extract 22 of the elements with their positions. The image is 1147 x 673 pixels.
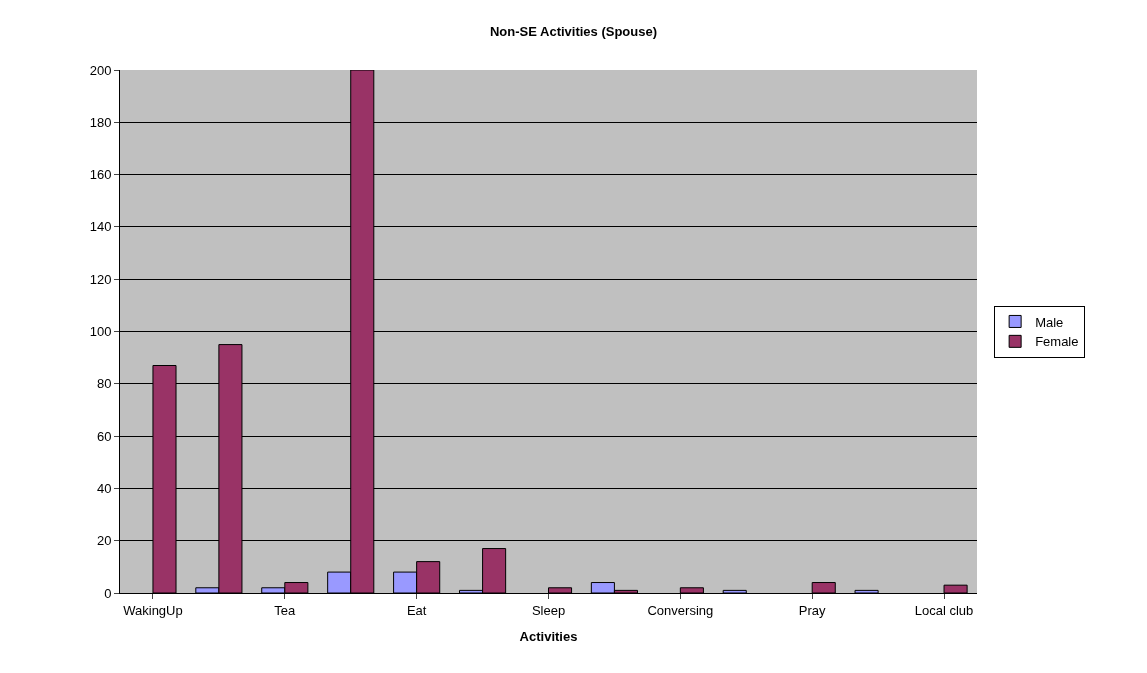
x-tick-label: Tea [274,602,297,618]
y-tick-label: 180 [89,114,112,130]
y-tick-label: 80 [96,376,112,392]
x-tick-label: Conversing [647,602,714,618]
y-tick-label: 160 [89,167,112,183]
chart-title: Non-SE Activities (Spouse) [489,24,658,40]
legend-label: Male [1035,314,1064,330]
y-tick-label: 120 [89,271,112,287]
x-axis-title: Activities [519,629,578,645]
y-tick-label: 0 [104,585,112,601]
x-tick-label: Sleep [531,602,566,618]
y-tick-label: 20 [96,533,112,549]
legend-label: Female [1035,334,1079,350]
x-tick-label: Pray [798,602,827,618]
x-tick-label: Eat [406,602,427,618]
x-tick-label: Local club [914,602,974,618]
y-tick-label: 200 [89,62,112,78]
y-tick-label: 60 [96,428,112,444]
x-tick-label: WakingUp [123,602,183,618]
y-tick-label: 140 [89,219,112,235]
y-tick-label: 100 [89,324,112,340]
y-tick-label: 40 [96,480,112,496]
